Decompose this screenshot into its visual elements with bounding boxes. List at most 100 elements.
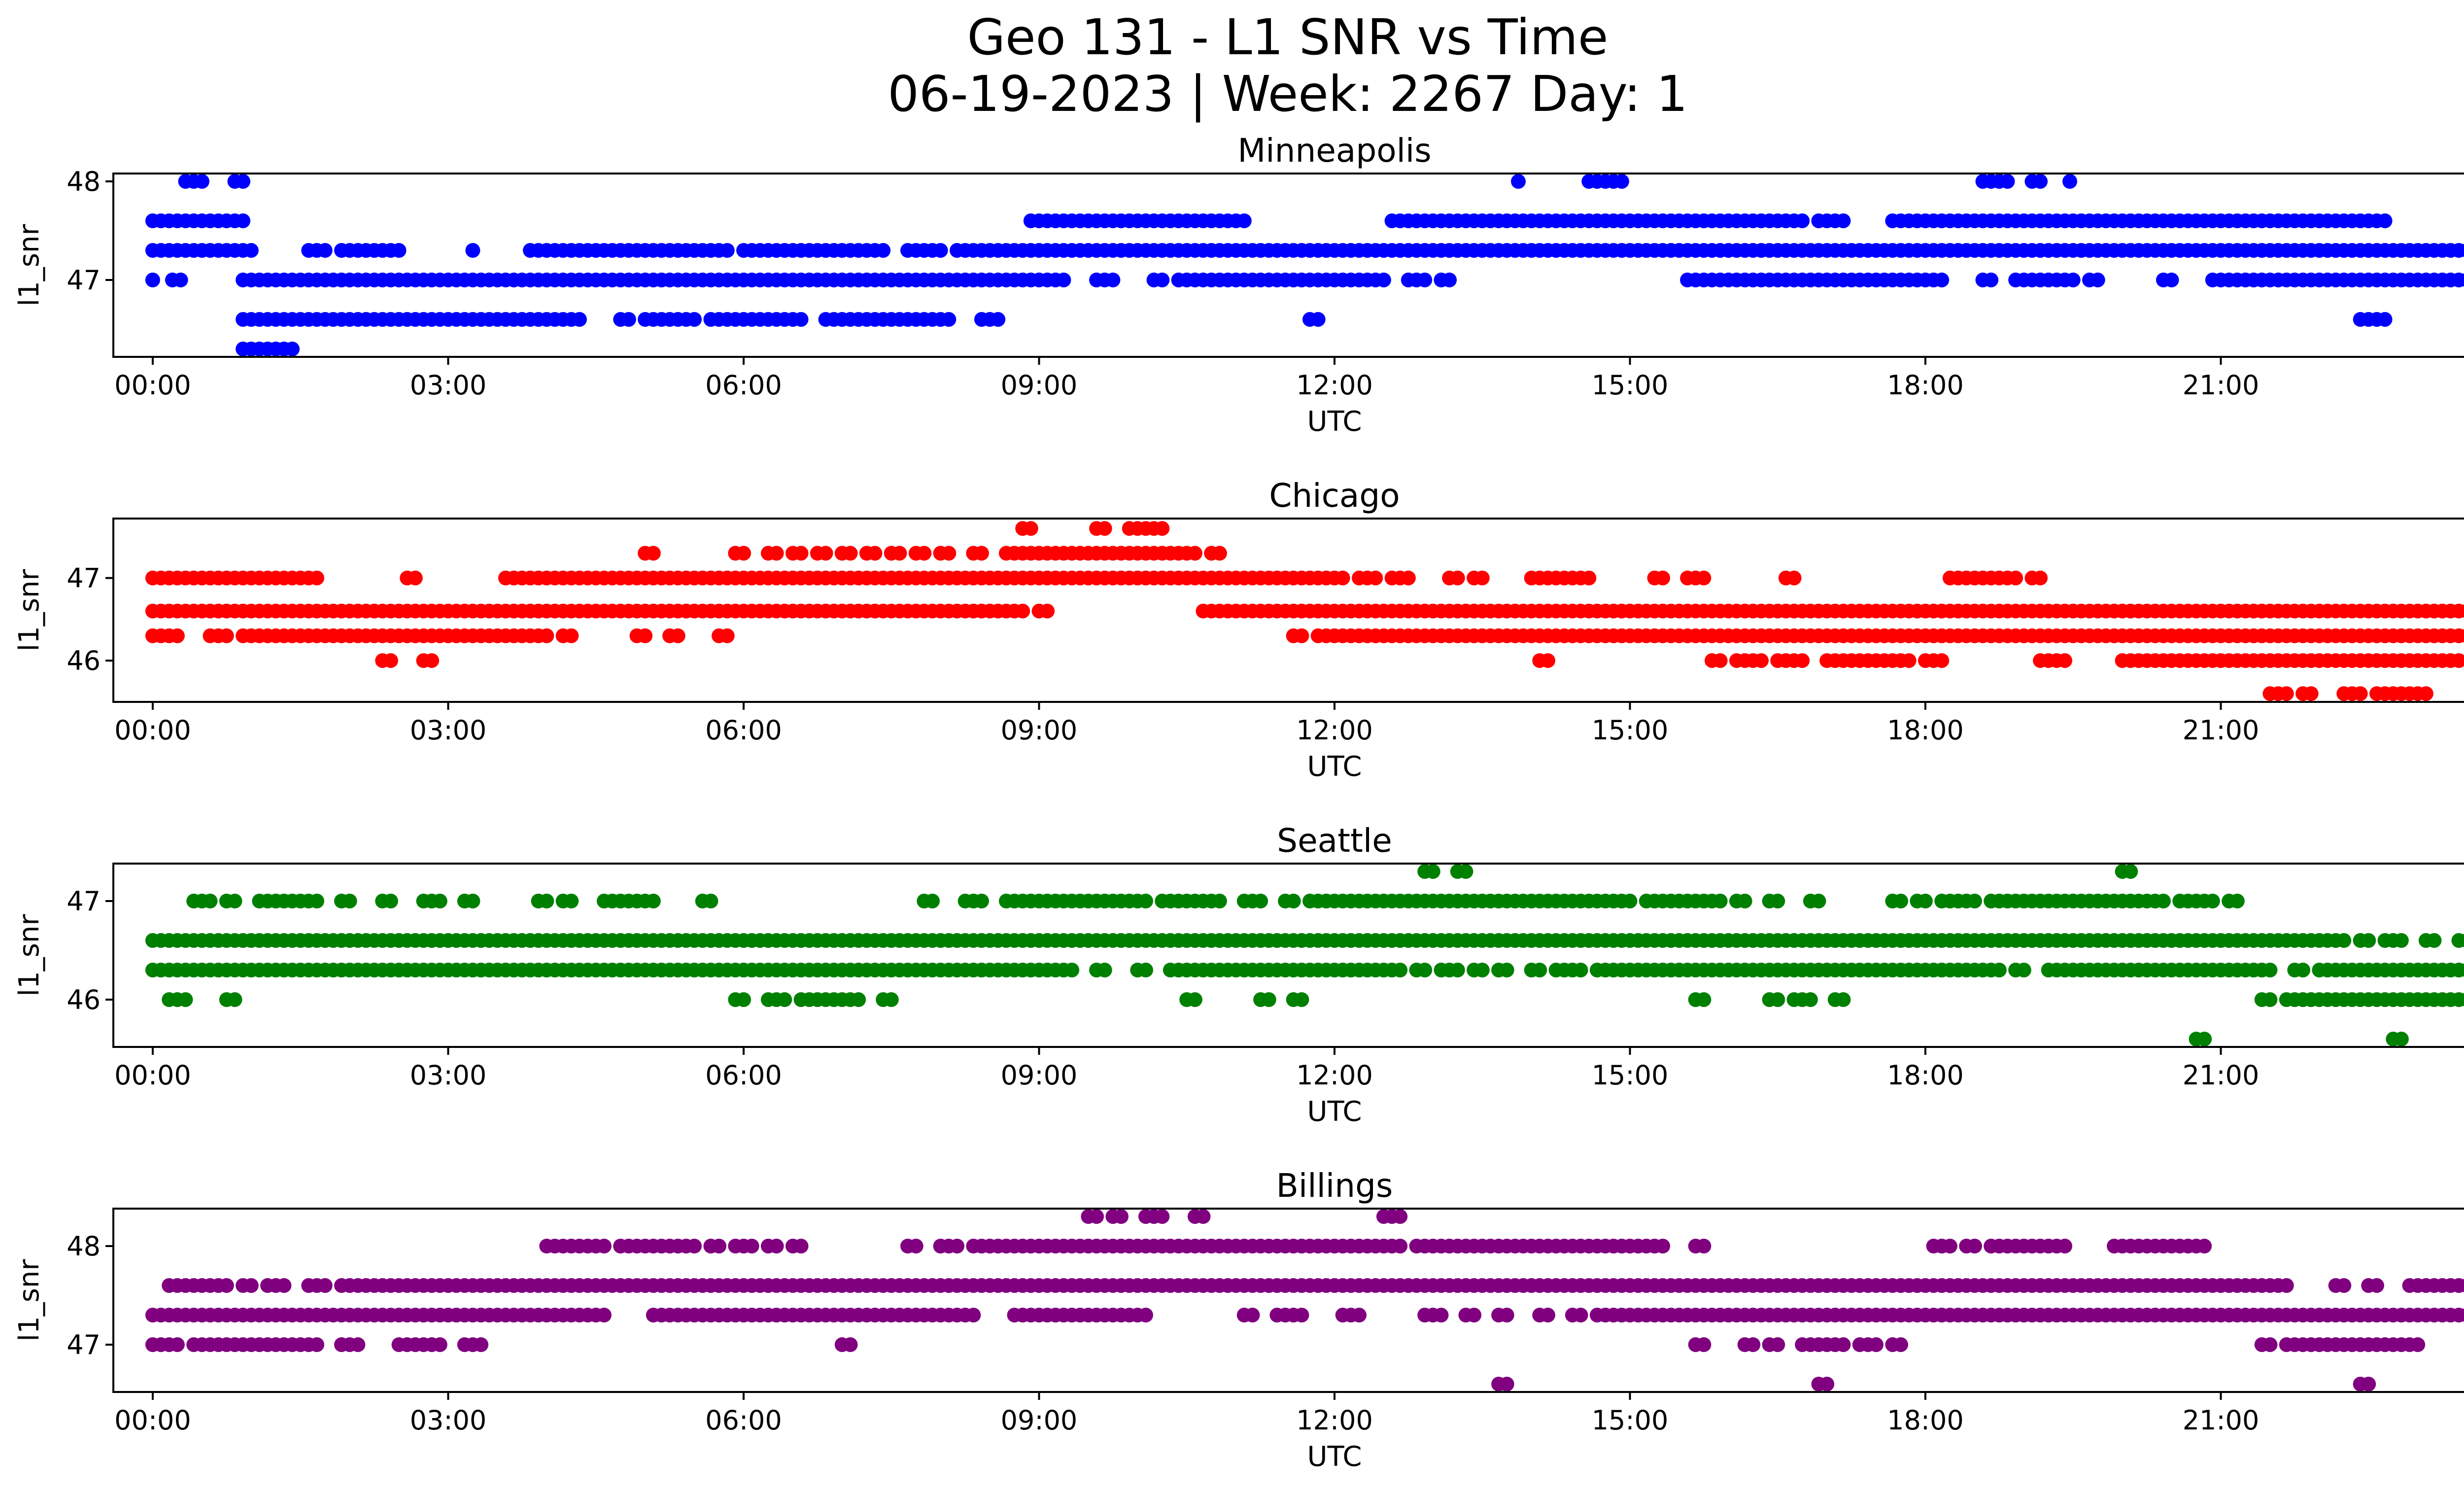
data-point [646,894,661,908]
data-point [1573,1308,1588,1322]
data-point [1417,273,1433,287]
data-point [793,312,809,327]
y-tick-label: 46 [67,984,101,1015]
y-tick-label: 46 [67,645,101,676]
data-point [2410,1337,2426,1352]
data-point [424,653,440,668]
data-point [2123,864,2138,879]
data-point [219,1278,234,1293]
x-tick-label: 12:00 [1296,715,1373,746]
data-point [285,342,300,356]
data-point [1499,1308,1514,1322]
data-point [687,1239,702,1253]
data-point [1511,174,1526,189]
data-point [1967,894,1982,908]
x-tick-label: 09:00 [1001,1060,1078,1091]
data-point [687,312,702,327]
data-point [1187,992,1202,1007]
data-point [1089,1209,1104,1224]
data-point [2460,993,2464,1007]
data-point [1770,894,1785,908]
y-tick-label: 47 [67,265,101,296]
data-point [1836,213,1851,228]
data-point [2460,934,2464,947]
data-point [892,546,907,561]
data-point [1967,1239,1982,1253]
data-point [194,174,209,189]
data-point [1023,521,1038,536]
data-point [2451,653,2464,668]
data-point [744,1239,759,1253]
data-point [1770,1337,1785,1352]
data-point [2361,1377,2376,1391]
data-point [793,1239,809,1253]
data-point [2156,894,2171,908]
data-point [2353,686,2368,701]
data-point [2361,933,2376,948]
data-point [564,628,579,643]
data-point [1696,570,1711,586]
data-point [1943,1239,1957,1253]
data-point [1467,1308,1482,1322]
data-point [2303,686,2319,701]
data-point [432,894,447,908]
data-point [309,1337,324,1352]
data-point [908,1239,924,1253]
data-point [1795,213,1810,228]
data-point [1138,894,1153,908]
data-point [1540,1308,1555,1322]
data-point [736,546,751,561]
data-point [1712,894,1728,908]
data-point [2336,1278,2352,1293]
data-point [621,312,636,327]
data-point [465,894,480,908]
y-axis-label: l1_snr [13,224,45,307]
data-point [1425,864,1440,879]
data-point [991,312,1006,327]
data-point [227,894,242,908]
x-tick-label: 18:00 [1887,1405,1964,1436]
data-point [539,894,554,908]
x-tick-label: 15:00 [1592,1405,1669,1436]
data-point [1581,570,1597,586]
data-point [572,312,587,327]
x-tick-label: 18:00 [1887,370,1964,401]
x-tick-label: 21:00 [2183,715,2259,746]
x-tick-label: 09:00 [1001,1405,1078,1436]
data-point [2033,570,2048,586]
data-point [383,894,398,908]
data-point [1540,653,1555,668]
x-tick-label: 12:00 [1296,1060,1373,1091]
x-tick-label: 06:00 [705,1405,782,1436]
data-point [638,628,653,643]
data-point [2427,933,2442,948]
data-point [1458,864,1473,879]
data-point [2418,686,2433,701]
x-tick-label: 21:00 [2183,1060,2259,1091]
data-point [1573,963,1588,977]
data-point [941,546,957,561]
data-point [2394,933,2409,948]
data-point [2262,1337,2278,1352]
y-axis-label: l1_snr [13,914,45,997]
data-point [1893,894,1909,908]
data-point [1155,521,1170,536]
data-point [1352,1308,1367,1322]
data-point [1245,1308,1260,1322]
x-tick-label: 06:00 [705,715,782,746]
data-point [1335,570,1350,586]
data-point [1836,992,1851,1007]
data-point [1474,570,1490,586]
data-point [2460,1308,2464,1322]
data-point [1310,312,1326,327]
data-point [1836,1337,1851,1352]
data-point [2197,1239,2212,1253]
data-point [793,546,809,561]
x-tick-label: 00:00 [114,1060,191,1091]
data-point [173,273,188,287]
data-point [769,1239,784,1253]
data-point [703,894,719,908]
data-point [1655,1239,1671,1253]
subplot-title: Minneapolis [1237,132,1431,170]
y-tick-label: 48 [67,1231,101,1262]
